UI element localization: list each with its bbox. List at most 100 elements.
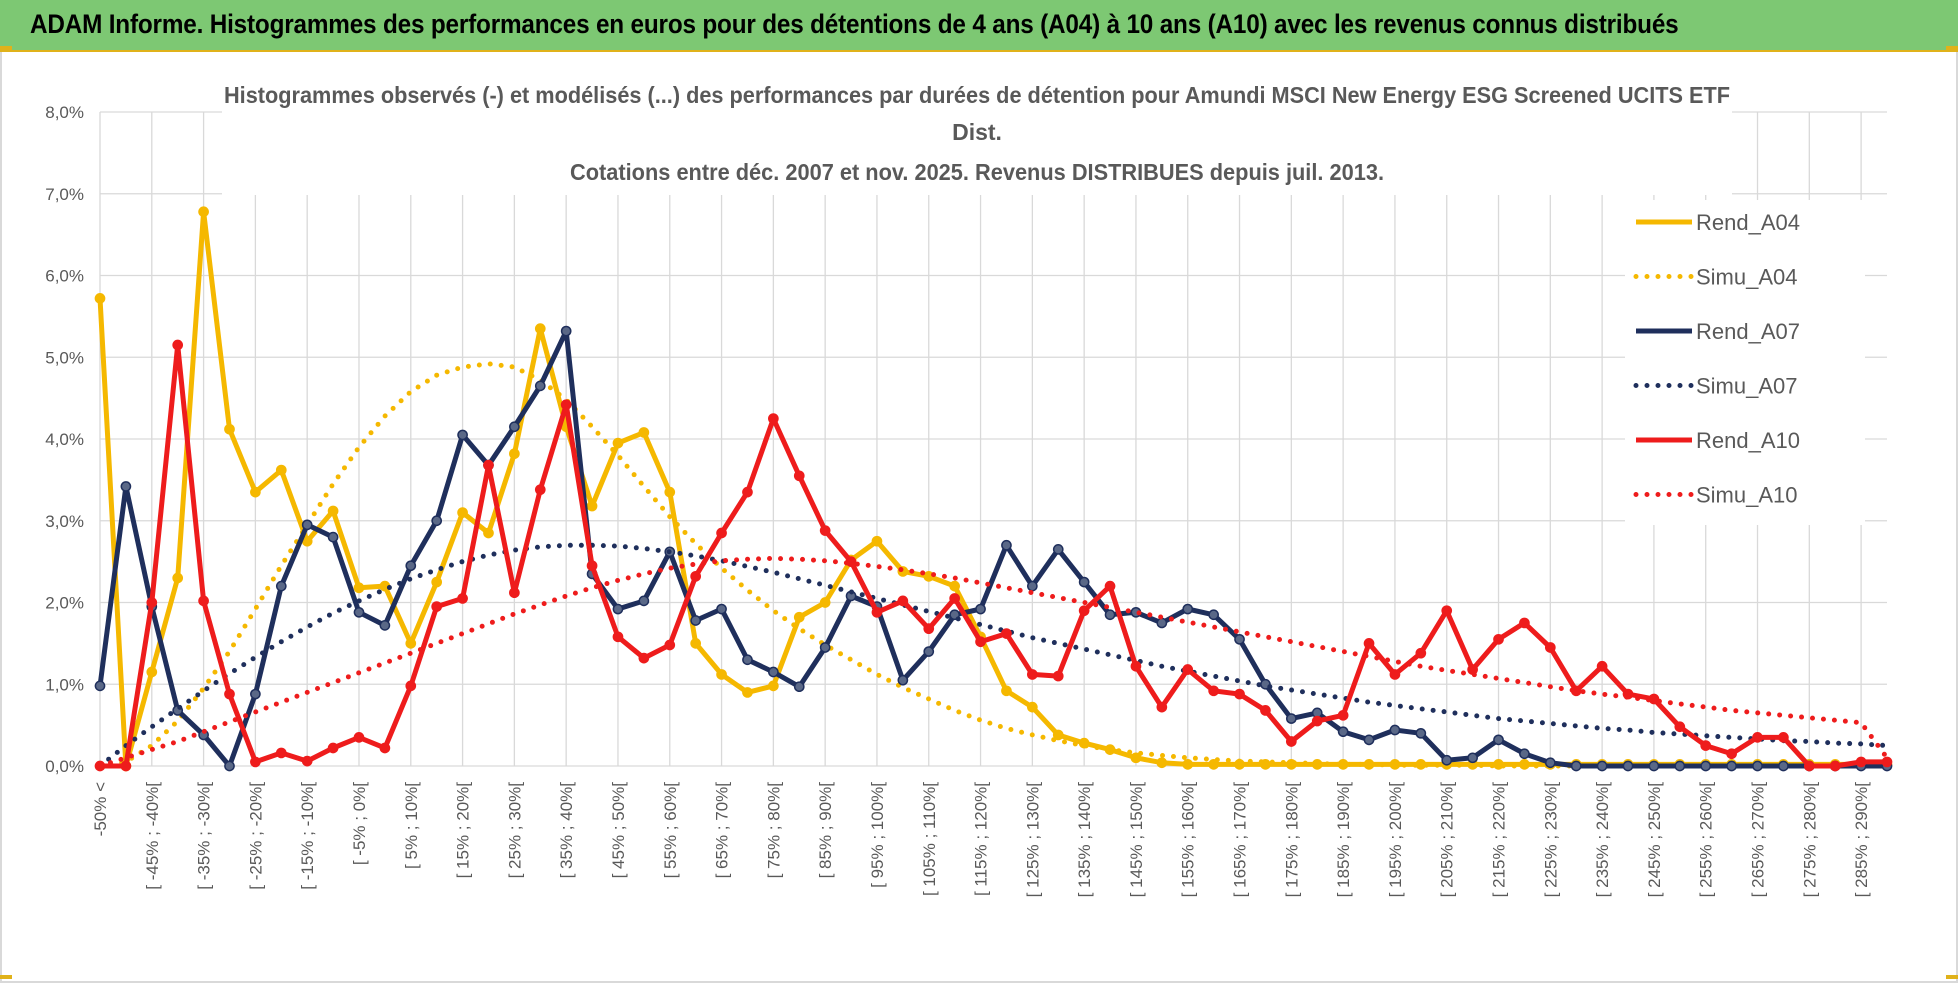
data-point-rend-a07 [327,531,339,543]
data-point-rend-a07 [1052,544,1064,555]
report-title: ADAM Informe. Histogrammes des performan… [30,9,1679,39]
data-point-rend-a07 [1544,757,1556,769]
chart-frame [0,52,1958,983]
data-point-rend-a07 [1700,760,1712,772]
data-point-rend-a04 [405,638,417,649]
data-point-rend-a10 [1234,688,1245,700]
data-point-rend-a04 [871,535,883,547]
data-point-rend-a07 [612,603,624,615]
x-tick-label: [ 145% ; 150%[ [1127,782,1146,898]
data-point-rend-a04 [742,687,753,698]
data-point-rend-a07 [1596,760,1608,772]
data-point-rend-a10 [1026,669,1038,680]
x-tick-label: [ 255% ; 260%[ [1697,782,1716,898]
x-tick-label: [ 15% ; 20%[ [454,782,473,879]
legend-background [1625,200,1865,525]
data-point-rend-a04 [612,437,624,449]
x-tick-label: [ -45% ; -40%[ [143,782,162,890]
corner-accent [0,975,12,979]
data-point-rend-a07 [1674,760,1686,772]
data-point-rend-a04 [716,669,727,680]
data-point-rend-a10 [949,593,961,604]
data-point-rend-a07 [1726,760,1737,772]
x-tick-label: [ 115% ; 120%[ [972,782,991,896]
data-point-rend-a07 [1493,734,1504,746]
x-tick-label: [ 85% ; 90%[ [816,782,835,879]
x-tick-label: [ 185% ; 190%[ [1334,782,1353,898]
data-point-rend-a10 [379,742,391,754]
data-point-rend-a10 [120,760,132,772]
x-tick-label: [ 125% ; 130%[ [1023,782,1042,898]
data-point-rend-a07 [1156,617,1168,629]
data-point-rend-a04 [638,427,650,438]
data-point-rend-a07 [1234,633,1245,645]
legend: Rend_A04 Simu_A04 Rend_A07 Simu_A07 Rend_A10… [1633,210,1800,508]
y-tick-label: 1,0% [45,675,84,694]
data-point-rend-a10 [1829,760,1841,772]
x-tick-label: [ 165% ; 170%[ [1231,782,1250,898]
series-line-rend-a10 [100,342,1887,769]
data-point-rend-a10 [1544,642,1556,653]
title-background [222,77,1732,195]
data-point-rend-a04 [768,680,779,692]
data-point-rend-a04 [1208,759,1219,770]
data-point-rend-a04 [1052,729,1064,741]
legend-label: Rend_A07 [1696,319,1800,344]
data-point-rend-a07 [1208,609,1219,621]
x-tick-label: [ 195% ; 200%[ [1386,782,1405,898]
data-point-rend-a10 [1208,685,1219,697]
data-point-rend-a07 [1104,609,1116,621]
x-tick-label: [ 285% ; 290%[ [1852,782,1871,898]
data-point-rend-a10 [457,593,468,604]
data-point-rend-a10 [1130,660,1142,672]
data-point-rend-a07 [94,680,106,692]
data-point-rend-a04 [1026,701,1038,713]
data-point-rend-a07 [1778,760,1789,772]
data-point-rend-a04 [198,206,209,218]
data-point-rend-a04 [146,666,158,678]
data-point-rend-a07 [1441,754,1453,766]
data-point-rend-a10 [690,570,702,582]
data-point-rend-a07 [1389,724,1401,736]
x-tick-label: [ 215% ; 220%[ [1490,782,1509,898]
data-point-rend-a10 [198,595,209,607]
data-point-rend-a04 [509,448,520,460]
data-point-rend-a04 [250,486,261,498]
x-tick-label: [ 5% ; 10%[ [402,782,421,869]
data-point-rend-a10 [1778,732,1789,743]
x-tick-label: [ 95% ; 100%[ [868,782,887,888]
data-point-rend-a10 [768,413,779,424]
data-point-rend-a04 [483,527,494,539]
data-point-rend-a04 [1182,759,1194,770]
data-point-rend-a10 [172,339,184,351]
y-tick-label: 5,0% [45,348,84,367]
y-tick-label: 8,0% [45,103,84,122]
data-point-rend-a10 [483,459,494,471]
data-point-rend-a07 [1648,760,1660,772]
y-tick-label: 0,0% [45,757,84,776]
data-point-rend-a04 [327,505,339,517]
data-point-rend-a10 [1493,633,1504,645]
data-point-rend-a10 [1803,760,1815,772]
x-tick-label: [ 205% ; 210%[ [1438,782,1457,898]
x-tick-label: [ 135% ; 140%[ [1075,782,1094,898]
x-tick-label: [ 25% ; 30%[ [505,782,524,879]
data-point-rend-a04 [457,507,468,518]
data-point-rend-a07 [819,642,831,653]
series-line-simu-a10 [97,555,1890,769]
data-point-rend-a07 [457,429,468,441]
data-point-rend-a04 [431,576,443,588]
data-point-rend-a07 [1570,760,1582,772]
data-point-rend-a07 [1285,713,1297,724]
data-point-rend-a10 [638,652,650,664]
x-tick-label: -50% < [91,782,110,836]
data-point-rend-a10 [301,755,313,767]
data-point-rend-a10 [1311,715,1323,727]
data-point-rend-a07 [250,688,261,700]
data-point-rend-a04 [690,638,702,649]
data-point-rend-a07 [224,760,235,772]
data-point-rend-a07 [1001,539,1012,551]
data-point-rend-a10 [1752,732,1763,743]
data-point-rend-a07 [431,515,443,527]
data-point-rend-a07 [742,654,753,666]
